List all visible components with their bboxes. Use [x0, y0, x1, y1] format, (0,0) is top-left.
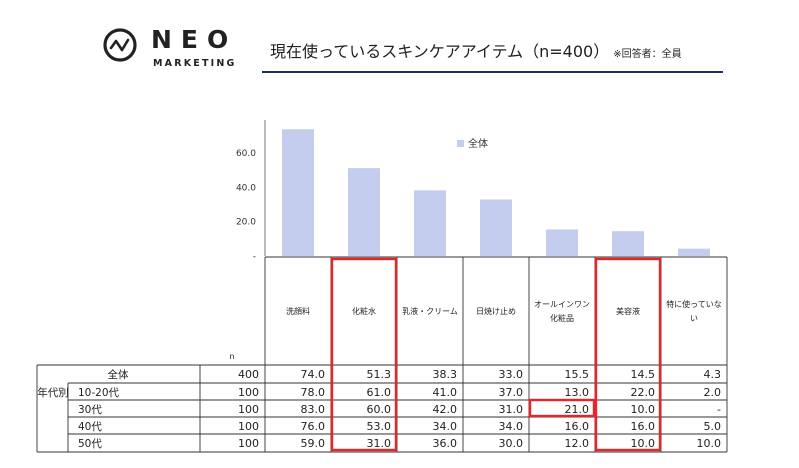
cell-value: 14.5 — [631, 368, 656, 381]
column-header: 乳液・クリーム — [402, 306, 458, 316]
cell-value: 22.0 — [631, 386, 656, 399]
column-header: い — [690, 314, 698, 323]
cell-value: 5.0 — [704, 420, 722, 433]
cell-value: 42.0 — [433, 403, 458, 416]
cell-value: 16.0 — [565, 420, 590, 433]
legend-label: 全体 — [468, 137, 488, 150]
column-header: 美容液 — [616, 306, 640, 316]
cell-value: 59.0 — [301, 437, 326, 450]
row-n-value: 100 — [238, 420, 259, 433]
cell-value: 76.0 — [301, 420, 326, 433]
bar-6 — [612, 231, 644, 256]
row-n-value: 100 — [238, 386, 259, 399]
row-label: 30代 — [78, 404, 102, 416]
column-header: オールインワン — [534, 300, 590, 309]
cell-value: 10.0 — [697, 437, 722, 450]
highlight-box-allinone-30s — [528, 398, 596, 418]
brand-name: NEO — [151, 25, 238, 54]
row-n-value: 100 — [238, 437, 259, 450]
cell-value: 2.0 — [704, 386, 722, 399]
column-header: 日焼け止め — [476, 306, 516, 316]
cell-value: 53.0 — [367, 420, 392, 433]
n-header: n — [229, 352, 234, 361]
row-label: 40代 — [78, 421, 102, 433]
bar-1 — [282, 129, 314, 256]
y-tick-label: 60.0 — [236, 149, 256, 159]
cell-value: 15.5 — [565, 368, 590, 381]
cell-value: 78.0 — [301, 386, 326, 399]
cell-value: 51.3 — [367, 368, 392, 381]
title-underline — [262, 71, 723, 73]
cell-value: 31.0 — [499, 403, 524, 416]
title-note: ※回答者：全員 — [613, 49, 682, 60]
highlight-box-toner — [330, 257, 398, 452]
cell-value: 30.0 — [499, 437, 524, 450]
cell-value: 34.0 — [499, 420, 524, 433]
row-n-value: 400 — [238, 368, 259, 381]
column-header: 洗顔料 — [286, 306, 310, 316]
row-label: 10-20代 — [78, 387, 120, 399]
cell-value: 16.0 — [631, 420, 656, 433]
cell-value: 61.0 — [367, 386, 392, 399]
bar-3 — [414, 190, 446, 256]
bar-5 — [546, 229, 578, 256]
cell-value: 13.0 — [565, 386, 590, 399]
bar-2 — [348, 168, 380, 256]
brand-logo: NEO MARKETING — [103, 20, 253, 76]
bar-4 — [480, 199, 512, 256]
y-tick-label: 20.0 — [236, 218, 256, 228]
highlight-box-serum — [594, 257, 662, 452]
cell-value: 34.0 — [433, 420, 458, 433]
cell-value: 36.0 — [433, 437, 458, 450]
row-label: 全体 — [108, 368, 129, 381]
cell-value: 33.0 — [499, 368, 524, 381]
cell-value: 41.0 — [433, 386, 458, 399]
page-title: 現在使っているスキンケアアイテム（n=400） ※回答者：全員 — [270, 38, 682, 62]
cell-value: 4.3 — [704, 368, 722, 381]
bar-7 — [678, 248, 710, 256]
row-label: 50代 — [78, 438, 102, 450]
logo-mark-icon — [103, 28, 137, 62]
cell-value: 74.0 — [301, 368, 326, 381]
cell-value: 37.0 — [499, 386, 524, 399]
row-n-value: 100 — [238, 403, 259, 416]
cell-value: 12.0 — [565, 437, 590, 450]
column-header: 特に使っていな — [666, 299, 722, 309]
brand-sub: MARKETING — [153, 58, 237, 69]
cell-value: 31.0 — [367, 437, 392, 450]
cell-value: 38.3 — [433, 368, 458, 381]
title-text: 現在使っているスキンケアアイテム（n=400） — [270, 42, 610, 61]
y-tick-zero-label: - — [253, 252, 256, 262]
column-header: 化粧品 — [550, 313, 574, 323]
legend-swatch — [457, 140, 464, 147]
column-header: 化粧水 — [352, 306, 376, 316]
cell-value: 83.0 — [301, 403, 326, 416]
cell-value: 21.0 — [565, 403, 590, 416]
cell-value: - — [717, 403, 721, 416]
cell-value: 60.0 — [367, 403, 392, 416]
y-tick-label: 40.0 — [236, 183, 256, 193]
group-label: 年代別 — [37, 386, 69, 399]
cell-value: 10.0 — [631, 403, 656, 416]
cell-value: 10.0 — [631, 437, 656, 450]
